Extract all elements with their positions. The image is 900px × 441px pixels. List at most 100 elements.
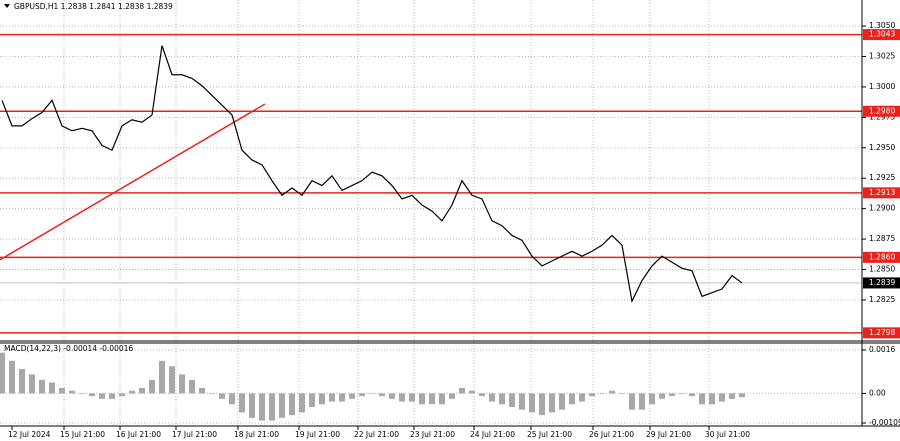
histogram-bar (269, 393, 275, 421)
histogram-bar (29, 374, 35, 394)
x-tick-label: 24 Jul 21:00 (470, 430, 515, 439)
level-label: 1.2980 (869, 106, 895, 115)
y-tick-label: 0.00 (869, 388, 886, 397)
level-label-box (863, 187, 900, 199)
x-tick-label: 18 Jul 21:00 (234, 430, 279, 439)
x-tick-label: 16 Jul 21:00 (116, 430, 161, 439)
histogram-bar (79, 393, 85, 394)
y-tick-label: -0.00109 (869, 418, 900, 427)
histogram-bar (609, 390, 615, 394)
histogram-bar (669, 393, 675, 397)
histogram-bar (709, 393, 715, 405)
histogram-bar (439, 393, 445, 405)
y-tick-label: 1.3050 (869, 21, 895, 30)
histogram-bar (9, 360, 15, 394)
histogram-bar (119, 393, 125, 397)
histogram-bar (529, 393, 535, 413)
histogram-bar (659, 393, 665, 399)
level-label: 1.2860 (869, 252, 895, 261)
histogram-bar (109, 393, 115, 399)
histogram-bar (449, 393, 455, 399)
level-label: 1.3043 (869, 30, 895, 39)
histogram-bar (739, 393, 745, 398)
histogram-bar (59, 387, 65, 394)
x-tick-label: 30 Jul 21:00 (705, 430, 750, 439)
histogram-bar (559, 393, 565, 410)
x-tick-label: 17 Jul 21:00 (172, 430, 217, 439)
y-tick-label: 0.0016 (869, 345, 895, 354)
histogram-bar (99, 393, 105, 399)
histogram-bar (239, 393, 245, 413)
histogram-bar (469, 390, 475, 394)
histogram-bar (199, 387, 205, 394)
current-price-label: 1.2839 (869, 278, 895, 287)
histogram-bar (649, 393, 655, 405)
x-tick-label: 22 Jul 21:00 (354, 430, 399, 439)
histogram-bar (129, 390, 135, 394)
level-label-box (863, 327, 900, 339)
histogram-bar (459, 387, 465, 394)
x-tick-label: 26 Jul 21:00 (589, 430, 634, 439)
x-tick-label: 19 Jul 21:00 (295, 430, 340, 439)
x-tick-label: 15 Jul 21:00 (60, 430, 105, 439)
histogram-bar (399, 393, 405, 402)
y-tick-label: 1.2975 (869, 112, 895, 121)
current-price-box (863, 277, 900, 289)
histogram-bar (139, 387, 145, 394)
histogram-bar (369, 393, 375, 394)
y-tick-label: 1.3025 (869, 51, 895, 60)
histogram-bar (489, 393, 495, 402)
histogram-bar (89, 393, 95, 397)
x-tick-label: 12 Jul 2024 (8, 430, 51, 439)
grid (0, 0, 862, 426)
histogram-bar (569, 393, 575, 405)
trend-line (0, 103, 266, 261)
level-label-box (863, 251, 900, 263)
histogram-bar (49, 382, 55, 394)
level-label: 1.2798 (869, 328, 895, 337)
histogram-bar (39, 379, 45, 394)
x-tick-label: 23 Jul 21:00 (410, 430, 455, 439)
menu-arrow (4, 4, 10, 8)
histogram-bar (219, 393, 225, 399)
histogram-bar (359, 393, 365, 397)
histogram-bar (429, 393, 435, 405)
x-tick-label: 29 Jul 21:00 (646, 430, 691, 439)
level-label-box (863, 29, 900, 41)
histogram-bar (329, 393, 335, 402)
histogram-bar (69, 390, 75, 394)
labels: 12 Jul 2024 15 Jul 21:00 16 Jul 21:00 17 Ju… (8, 21, 900, 439)
histogram-bar (179, 374, 185, 394)
macd-title: MACD(14,22,3) -0.00014 -0.00016 (4, 344, 133, 353)
histogram-bar (539, 393, 545, 416)
histogram-bar (229, 393, 235, 405)
histogram-bar (499, 393, 505, 405)
histogram-bar (379, 393, 385, 397)
y-tick-label: 1.2950 (869, 143, 895, 152)
histogram-bar (729, 393, 735, 399)
histogram-bar (0, 352, 5, 394)
histogram-bar (519, 393, 525, 410)
histogram-bar (639, 393, 645, 410)
histogram-bar (389, 393, 395, 399)
histogram-bar (279, 393, 285, 418)
histogram-bar (549, 393, 555, 413)
y-tick-label: 1.2900 (869, 204, 895, 213)
histogram-bar (409, 393, 415, 402)
histogram-bar (289, 393, 295, 416)
y-tick-label: 1.2925 (869, 173, 895, 182)
histogram-bar (619, 393, 625, 394)
y-tick-label: 1.3000 (869, 82, 895, 91)
chart-title: GBPUSD,H1 1.2838 1.2841 1.2838 1.2839 (14, 2, 173, 11)
histogram-bar (299, 393, 305, 413)
histogram-bar (159, 360, 165, 394)
histogram-bar (189, 379, 195, 394)
level-label: 1.2913 (869, 188, 895, 197)
y-tick-label: 1.2850 (869, 265, 895, 274)
histogram-bar (249, 393, 255, 418)
histogram-bar (589, 393, 595, 397)
marks (0, 33, 862, 421)
level-label-box (863, 105, 900, 117)
